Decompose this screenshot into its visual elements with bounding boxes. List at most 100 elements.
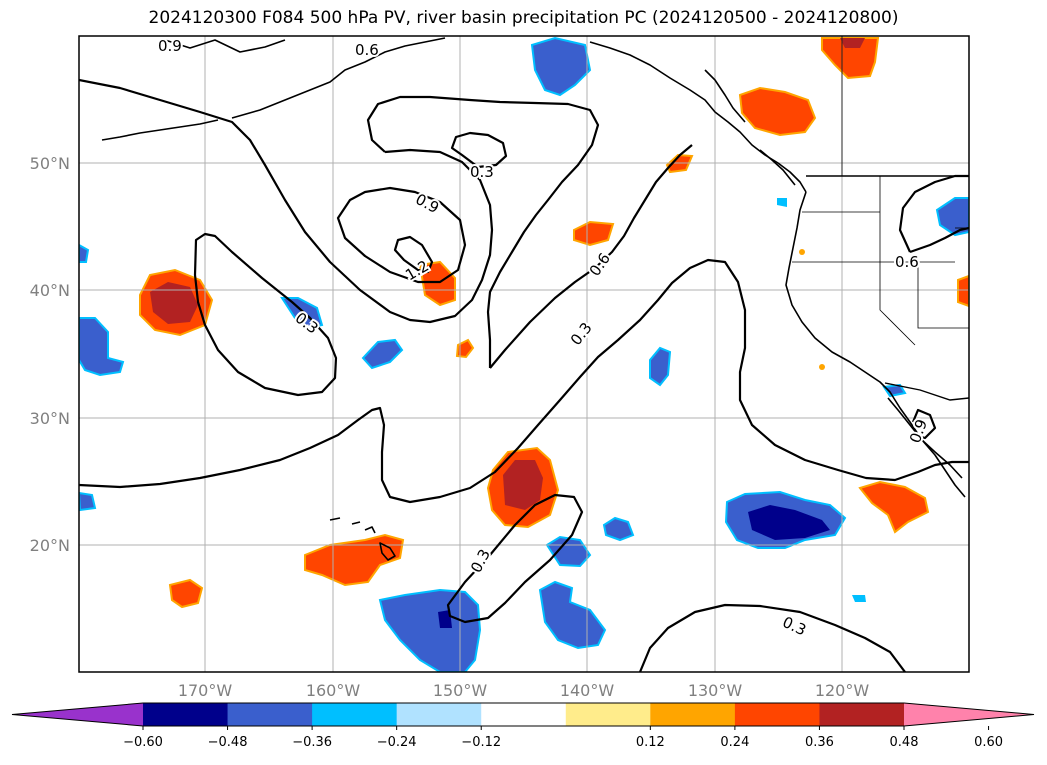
precip-blob — [530, 36, 592, 97]
bc-coastline-islands — [704, 69, 796, 186]
precip-blob — [858, 480, 930, 534]
pv-contour — [898, 174, 969, 253]
colorbar-segment — [396, 703, 482, 726]
precip-blob — [538, 580, 607, 650]
lon-label: 130°W — [688, 681, 743, 700]
pv-contour — [336, 186, 467, 284]
colorbar: −0.60 −0.48 −0.36 −0.24 −0.12 0.12 0.24 0.36 0.4… — [11, 702, 1035, 750]
map-title: 2024120300 F084 500 hPa PV, river basin … — [148, 8, 899, 28]
lon-label: 150°W — [433, 681, 488, 700]
aleutian-islands — [101, 119, 219, 141]
colorbar-tick-label: −0.60 — [123, 735, 163, 750]
alaska-coastline — [164, 39, 286, 53]
political-borders — [806, 175, 969, 401]
pv-contour — [393, 235, 434, 274]
precip-blob — [649, 346, 672, 387]
pv-contour — [489, 144, 693, 369]
precip-blob-core — [438, 610, 452, 628]
precip-blob-core — [150, 282, 198, 324]
lon-label: 160°W — [306, 681, 361, 700]
precip-blob — [852, 595, 866, 602]
hawaii-islands — [329, 517, 396, 561]
colorbar-segment — [819, 703, 905, 726]
precip-blob — [882, 383, 907, 398]
colorbar-segment — [312, 703, 398, 726]
precip-blob — [777, 198, 787, 207]
colorbar-tick-label: 0.48 — [890, 735, 919, 750]
colorbar-segment — [650, 703, 736, 726]
pv-contour — [450, 131, 508, 169]
pv-contour — [366, 95, 600, 368]
precip-dot — [819, 364, 825, 370]
ut-border — [917, 262, 969, 329]
precip-blob — [935, 197, 969, 237]
contour-label: 0.6 — [895, 253, 919, 271]
lon-label: 120°W — [815, 681, 870, 700]
map-panel: 0.9 0.6 0.3 0.9 1.2 0.6 0.3 0.3 0.6 0.3 … — [79, 36, 969, 672]
precip-blob — [79, 317, 125, 377]
precip-blob — [602, 516, 635, 542]
pv-contour — [911, 408, 937, 440]
colorbar-tick-label: 0.12 — [636, 735, 665, 750]
colorbar-tick-label: −0.48 — [208, 735, 248, 750]
precip-blob — [455, 338, 475, 359]
colorbar-tick-label: 0.60 — [974, 735, 1003, 750]
map-background — [79, 36, 969, 672]
colorbar-tick-label: 0.24 — [720, 735, 749, 750]
precip-blob — [79, 243, 90, 263]
alaska-peninsula-coastline — [231, 37, 446, 119]
colorbar-tick-label: −0.24 — [377, 735, 417, 750]
colorbar-tick-label: −0.36 — [292, 735, 332, 750]
lon-label: 140°W — [560, 681, 615, 700]
contour-label: 0.6 — [355, 41, 379, 59]
us-west-coastline — [785, 191, 966, 498]
baja-california-coastline — [887, 397, 963, 479]
colorbar-segment — [227, 703, 313, 726]
colorbar-tick-label: 0.36 — [805, 735, 834, 750]
precip-blob-core — [748, 505, 830, 540]
precip-blob — [79, 491, 97, 512]
precip-blob — [168, 578, 204, 609]
colorbar-segment — [143, 703, 229, 726]
pv-contour — [79, 258, 969, 504]
ca-nv-border — [879, 262, 916, 346]
precip-blob — [738, 86, 817, 137]
colorbar-tick-label: −0.12 — [461, 735, 501, 750]
precip-dot — [799, 249, 805, 255]
colorbar-extend-min — [12, 703, 143, 726]
pv-contour — [79, 78, 494, 324]
precip-blob-core — [503, 460, 543, 510]
precip-blob — [545, 535, 592, 568]
lat-label: 50°N — [30, 154, 70, 173]
us-mexico-border — [884, 382, 969, 401]
precip-blob — [378, 588, 482, 672]
lon-label: 170°W — [178, 681, 233, 700]
colorbar-extend-max — [904, 703, 1034, 726]
lat-label: 40°N — [30, 281, 70, 300]
map-border — [78, 35, 970, 673]
contour-label: 0.9 — [158, 37, 182, 55]
precip-blob — [957, 274, 969, 308]
longitude-labels: 170°W 160°W 150°W 140°W 130°W 120°W — [178, 681, 870, 700]
colorbar-segment — [734, 703, 820, 726]
precip-blob — [821, 37, 880, 80]
precip-anomaly-layer — [79, 36, 969, 672]
state-province-borders — [792, 36, 969, 346]
precip-blob — [573, 220, 615, 247]
lat-label: 30°N — [30, 409, 70, 428]
pv-contour — [446, 493, 584, 624]
gulf-alaska-coastline — [589, 41, 807, 193]
colorbar-segment — [481, 703, 567, 726]
precip-blob-core — [840, 38, 865, 48]
pv-contour — [193, 232, 338, 397]
coastlines — [101, 37, 966, 561]
colorbar-segment — [565, 703, 651, 726]
precip-blob — [361, 338, 404, 370]
lat-label: 20°N — [30, 536, 70, 555]
precip-blob — [304, 533, 405, 587]
latitude-labels: 50°N 40°N 30°N 20°N — [30, 154, 70, 555]
pv-contour — [638, 603, 906, 672]
pv-contours — [79, 78, 969, 672]
contour-label: 0.3 — [470, 163, 494, 181]
